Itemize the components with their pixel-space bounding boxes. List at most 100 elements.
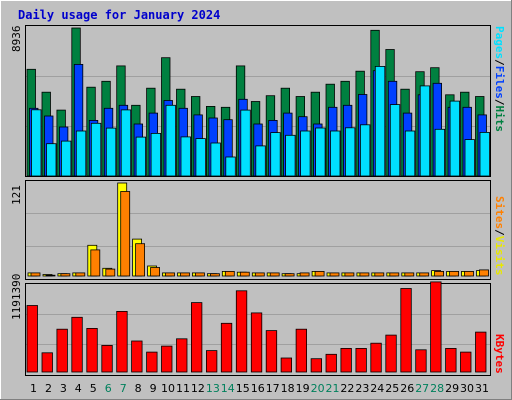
bar-pages bbox=[255, 145, 266, 177]
legend-entry: Visits bbox=[493, 236, 506, 276]
bar-pages bbox=[359, 124, 371, 177]
legend-bottom-text: KBytes bbox=[493, 334, 506, 374]
bar-pages bbox=[120, 109, 132, 177]
x-tick-label: 26 bbox=[400, 382, 414, 395]
bar-sites bbox=[254, 272, 265, 277]
x-tick-label: 6 bbox=[105, 382, 112, 395]
bar-pages bbox=[135, 136, 147, 177]
legend-entry: Files bbox=[493, 66, 506, 99]
x-tick-label: 21 bbox=[326, 382, 340, 395]
x-tick-label: 13 bbox=[206, 382, 220, 395]
bar-sites bbox=[180, 272, 190, 277]
x-tick-label: 17 bbox=[266, 382, 280, 395]
x-tick-label: 20 bbox=[311, 382, 325, 395]
x-tick-label: 14 bbox=[221, 382, 235, 395]
bar-kbytes bbox=[385, 334, 397, 373]
bar-kbytes bbox=[325, 353, 337, 373]
legend-entry: / bbox=[493, 99, 506, 106]
x-tick-label: 12 bbox=[191, 382, 205, 395]
ymax-label-kbytes: 1191390 bbox=[10, 274, 23, 320]
x-axis-labels: 1 2 3 4 5 6 7 8 9 10 11 12 13 14 15 16 17 18 19 20 21 22 23 24 2… bbox=[30, 382, 489, 395]
x-tick-label: 5 bbox=[90, 382, 97, 395]
bar-sites bbox=[90, 249, 101, 277]
bar-pages bbox=[344, 127, 356, 177]
bar-pages bbox=[105, 127, 117, 177]
bar-pages bbox=[479, 131, 490, 177]
bar-pages bbox=[46, 143, 57, 177]
bar-pages bbox=[150, 132, 162, 177]
bar-pages bbox=[285, 134, 296, 177]
bar-kbytes bbox=[430, 281, 442, 373]
x-tick-label: 19 bbox=[296, 382, 310, 395]
chart-title: Daily usage for January 2024 bbox=[18, 8, 220, 22]
bar-sites bbox=[45, 274, 56, 277]
bar-sites bbox=[404, 272, 415, 277]
x-tick-label: 28 bbox=[430, 382, 444, 395]
bar-kbytes bbox=[86, 327, 98, 373]
bar-kbytes bbox=[220, 322, 233, 373]
bar-kbytes bbox=[146, 351, 158, 373]
bar-sites bbox=[464, 270, 474, 277]
bar-kbytes bbox=[26, 305, 38, 373]
bar-sites bbox=[135, 243, 146, 277]
x-tick-label: 4 bbox=[75, 382, 82, 395]
bars-layer bbox=[26, 27, 490, 373]
bar-sites bbox=[75, 272, 86, 277]
bar-pages bbox=[449, 100, 461, 177]
bar-kbytes bbox=[310, 358, 323, 373]
bar-pages bbox=[180, 136, 191, 177]
bar-sites bbox=[389, 272, 400, 277]
legend-top-text: Pages/Files/Hits bbox=[493, 26, 506, 132]
bar-sites bbox=[359, 272, 370, 277]
bar-sites bbox=[165, 272, 175, 277]
bar-sites bbox=[30, 272, 41, 277]
x-tick-label: 1 bbox=[30, 382, 37, 395]
bar-sites bbox=[374, 272, 385, 277]
legend-entry: Hits bbox=[493, 106, 506, 133]
bar-sites bbox=[209, 273, 220, 277]
bar-sites bbox=[60, 273, 71, 277]
bar-kbytes bbox=[190, 302, 203, 373]
bar-kbytes bbox=[295, 328, 308, 373]
bar-pages bbox=[464, 139, 475, 177]
bar-sites bbox=[419, 272, 430, 277]
bar-pages bbox=[330, 130, 341, 177]
bar-pages bbox=[434, 128, 446, 177]
bar-kbytes bbox=[355, 347, 367, 373]
x-tick-label: 31 bbox=[475, 382, 489, 395]
bar-kbytes bbox=[400, 288, 412, 373]
bar-pages bbox=[270, 132, 281, 177]
legend-middle-text: Sites/Visits bbox=[493, 196, 506, 276]
bar-kbytes bbox=[415, 349, 427, 373]
bar-sites bbox=[329, 272, 340, 277]
legend-entry: / bbox=[493, 59, 506, 66]
x-tick-label: 15 bbox=[236, 382, 250, 395]
bar-kbytes bbox=[250, 312, 263, 373]
bar-pages bbox=[31, 109, 42, 177]
x-tick-label: 23 bbox=[355, 382, 369, 395]
bar-kbytes bbox=[475, 331, 487, 373]
x-tick-label: 2 bbox=[45, 382, 52, 395]
x-tick-label: 16 bbox=[251, 382, 265, 395]
x-tick-label: 22 bbox=[340, 382, 354, 395]
bar-kbytes bbox=[280, 357, 293, 373]
legend-bottom: KBytes bbox=[493, 334, 506, 374]
bar-sites bbox=[120, 191, 131, 277]
bar-pages bbox=[165, 104, 176, 177]
legend-top: Pages/Files/Hits bbox=[493, 26, 506, 132]
bar-sites bbox=[284, 273, 295, 277]
legend-entry: KBytes bbox=[493, 334, 506, 374]
bar-kbytes bbox=[56, 328, 68, 373]
x-tick-label: 18 bbox=[281, 382, 295, 395]
bar-kbytes bbox=[161, 345, 173, 373]
x-tick-label: 27 bbox=[415, 382, 429, 395]
x-tick-label: 29 bbox=[445, 382, 459, 395]
legend-entry: / bbox=[493, 229, 506, 236]
bar-kbytes bbox=[340, 347, 352, 373]
ymax-label-hits: 8936 bbox=[10, 26, 23, 53]
bar-pages bbox=[240, 109, 251, 177]
bar-pages bbox=[419, 85, 431, 177]
bar-kbytes bbox=[460, 351, 472, 373]
bar-pages bbox=[389, 104, 401, 177]
